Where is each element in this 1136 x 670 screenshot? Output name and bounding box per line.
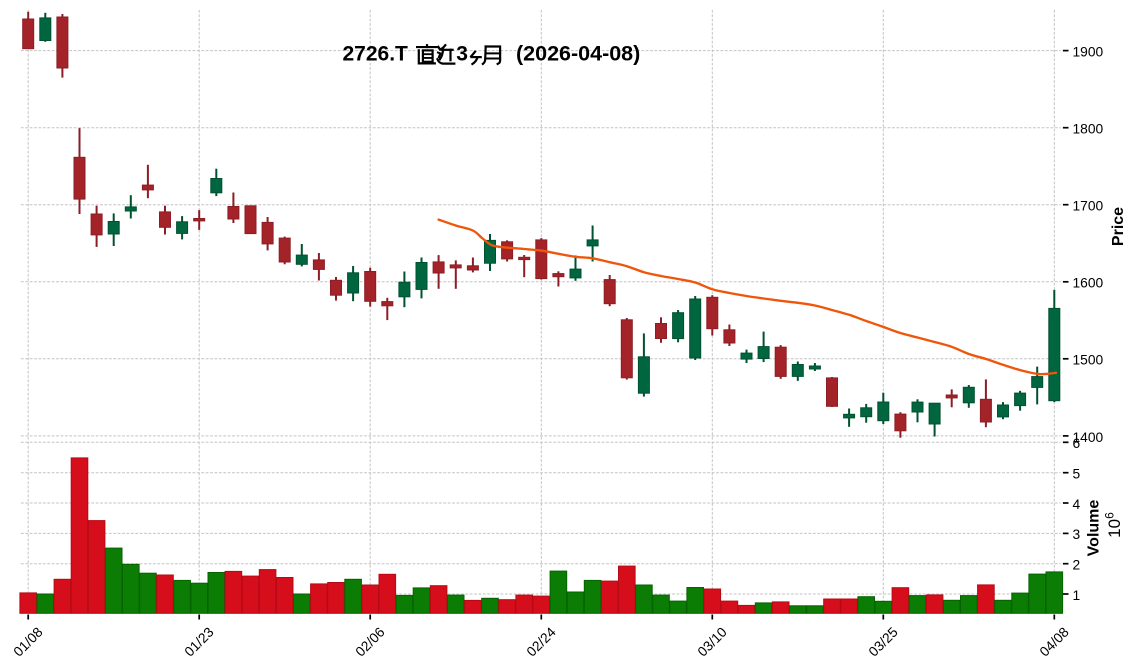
svg-text:2726.T: 2726.T bbox=[343, 43, 409, 66]
svg-text:1400: 1400 bbox=[1073, 430, 1104, 445]
svg-text:3: 3 bbox=[1073, 527, 1081, 542]
svg-text:1900: 1900 bbox=[1073, 45, 1104, 60]
svg-text:Price: Price bbox=[1110, 207, 1127, 246]
svg-text:1600: 1600 bbox=[1073, 276, 1104, 291]
svg-text:6: 6 bbox=[1073, 436, 1081, 451]
svg-text:4: 4 bbox=[1073, 497, 1081, 512]
svg-text:2: 2 bbox=[1073, 558, 1081, 573]
svg-text:1700: 1700 bbox=[1073, 199, 1104, 214]
svg-text:Volume: Volume bbox=[1086, 500, 1103, 557]
svg-text:5: 5 bbox=[1073, 467, 1081, 482]
svg-text:3: 3 bbox=[456, 43, 468, 66]
svg-text:(2026-04-08): (2026-04-08) bbox=[516, 42, 640, 66]
svg-text:1800: 1800 bbox=[1073, 122, 1104, 137]
svg-text:1500: 1500 bbox=[1073, 353, 1104, 368]
svg-text:1: 1 bbox=[1073, 588, 1081, 603]
